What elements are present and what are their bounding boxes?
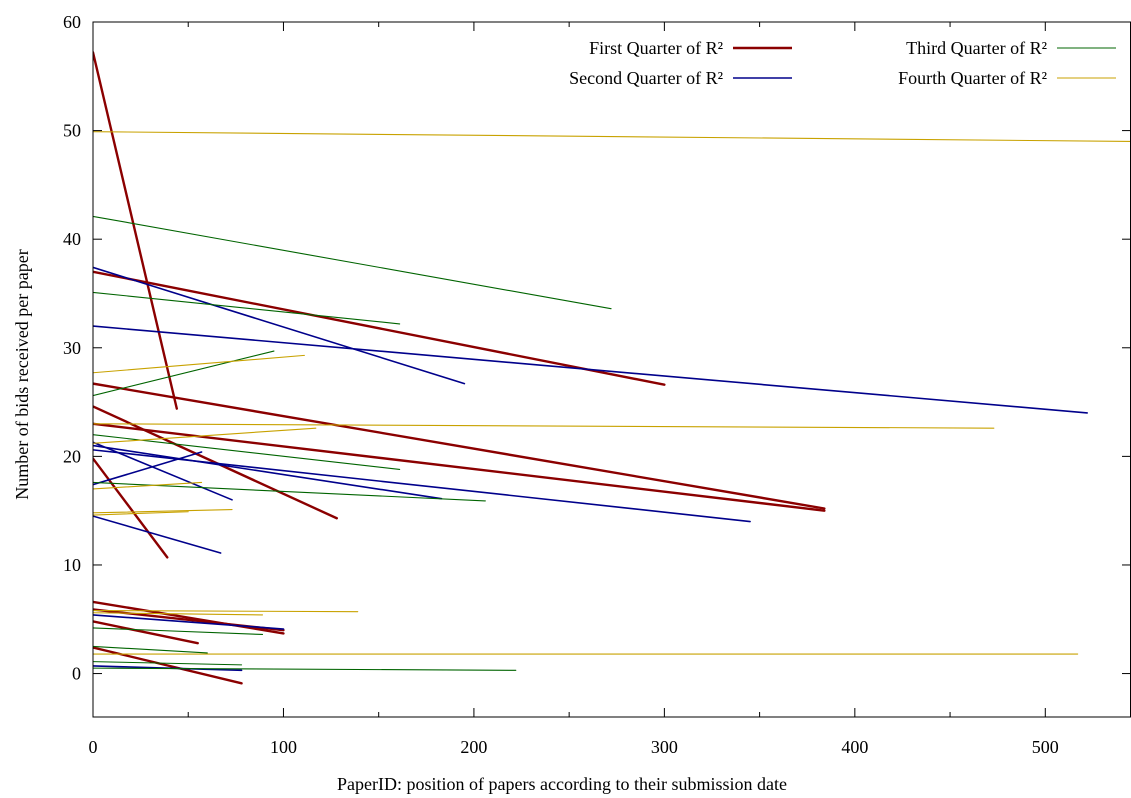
series-4-segment-3 [93, 423, 995, 429]
series-4-segment-5 [93, 481, 203, 490]
series-2-segment-5 [93, 451, 203, 486]
series-1-segment-7 [93, 600, 285, 635]
x-tick-label: 0 [89, 737, 98, 757]
series-4-segment-1 [93, 131, 1131, 143]
series-2-segment-2 [93, 325, 1088, 414]
y-tick-label: 40 [63, 229, 81, 249]
series-3-segment-3 [93, 350, 275, 397]
series-1-segment-10 [93, 646, 243, 685]
series-1-segment-3 [93, 382, 826, 510]
series-1-segment-2 [93, 270, 666, 386]
series-2-segment-8 [93, 614, 285, 630]
legend-item-3: Third Quarter of R² [906, 38, 1116, 58]
series-3-segment-8 [93, 661, 243, 666]
series-4-segment-7 [93, 511, 189, 516]
series-1-segment-6 [93, 457, 169, 559]
series-4 [93, 131, 1131, 655]
series-3-segment-7 [93, 645, 208, 654]
series-3-segment-6 [93, 627, 264, 636]
legend: First Quarter of R² Second Quarter of R² T… [569, 38, 1116, 88]
legend-item-2: Second Quarter of R² [569, 68, 792, 88]
series-4-segment-6 [93, 509, 233, 514]
series-2-segment-3 [93, 441, 233, 501]
series-4-segment-4 [93, 427, 317, 444]
series-1-segment-4 [93, 405, 338, 520]
tick-layer: 0 10 20 30 40 50 60 0 100 200 300 400 500 [63, 12, 1131, 757]
series-3-segment-4 [93, 434, 401, 470]
x-tick-label: 400 [841, 737, 868, 757]
series-2-segment-4 [93, 444, 443, 500]
y-tick-label: 20 [63, 446, 81, 466]
legend-label: Second Quarter of R² [569, 68, 723, 88]
legend-label: Fourth Quarter of R² [898, 68, 1047, 88]
series-2-segment-1 [93, 266, 466, 385]
series-4-segment-9 [93, 612, 264, 616]
series-4-segment-2 [93, 354, 305, 374]
x-tick-label: 200 [460, 737, 487, 757]
series-3-segment-2 [93, 291, 401, 325]
y-tick-label: 0 [72, 664, 81, 684]
legend-label: Third Quarter of R² [906, 38, 1047, 58]
series-2-segment-7 [93, 515, 222, 554]
series-1-segment-5 [93, 422, 826, 512]
series-3-segment-1 [93, 215, 612, 310]
x-tick-label: 500 [1032, 737, 1059, 757]
x-tick-label: 100 [270, 737, 297, 757]
y-tick-label: 30 [63, 338, 81, 358]
legend-item-1: First Quarter of R² [589, 38, 792, 58]
series-3 [93, 215, 612, 671]
series-2-segment-6 [93, 449, 751, 523]
series-4-segment-8 [93, 610, 359, 613]
x-tick-label: 300 [651, 737, 678, 757]
y-tick-label: 60 [63, 12, 81, 32]
plot-frame [92, 21, 1131, 718]
y-tick-label: 50 [63, 121, 81, 141]
y-axis-label: Number of bids received per paper [12, 249, 32, 499]
series-layer [93, 51, 1131, 685]
series-1-segment-1 [93, 51, 179, 410]
legend-label: First Quarter of R² [589, 38, 723, 58]
series-1 [93, 51, 826, 685]
x-axis-label: PaperID: position of papers according to… [337, 774, 787, 794]
legend-item-4: Fourth Quarter of R² [898, 68, 1116, 88]
series-3-segment-9 [93, 667, 517, 671]
series-1-segment-9 [93, 620, 199, 645]
y-tick-label: 10 [63, 555, 81, 575]
